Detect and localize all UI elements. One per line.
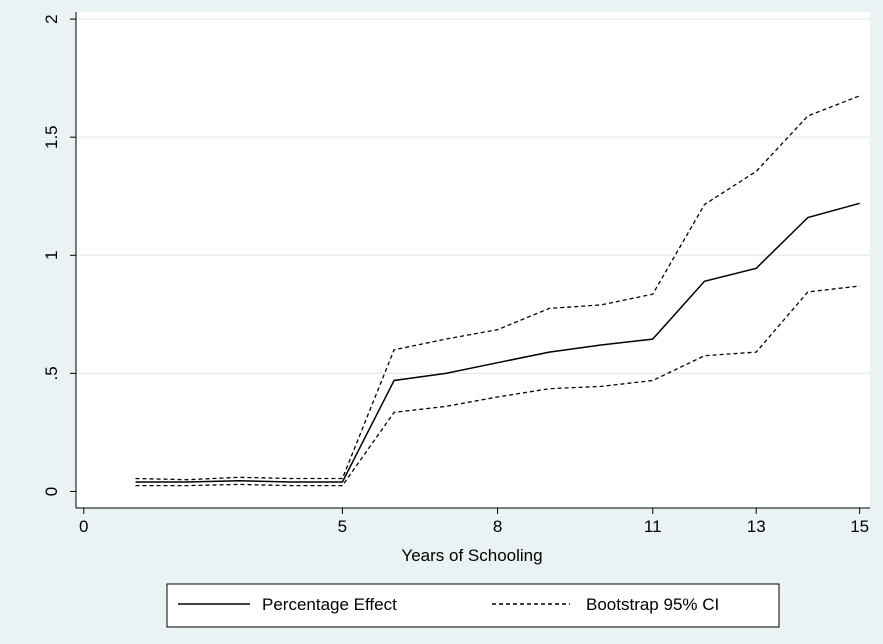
legend: Percentage Effect Bootstrap 95% CI bbox=[166, 583, 780, 628]
x-tick-label-5: 15 bbox=[850, 517, 869, 536]
x-tick-label-0: 0 bbox=[79, 517, 88, 536]
legend-label-0: Percentage Effect bbox=[262, 595, 397, 614]
series-layer bbox=[135, 95, 860, 487]
y-ticks: 0 .5 1 1.5 2 bbox=[42, 14, 76, 496]
x-tick-label-2: 8 bbox=[493, 517, 502, 536]
axes bbox=[75, 12, 870, 509]
x-axis-title: Years of Schooling bbox=[401, 546, 542, 565]
legend-items: Percentage Effect Bootstrap 95% CI bbox=[178, 595, 719, 614]
legend-box bbox=[166, 583, 780, 628]
y-tick-label-2: 1 bbox=[42, 251, 61, 260]
x-tick-label-4: 13 bbox=[747, 517, 766, 536]
y-tick-label-4: 2 bbox=[42, 14, 61, 23]
y-tick-label-1: .5 bbox=[42, 366, 61, 380]
y-tick-label-0: 0 bbox=[42, 487, 61, 496]
series-line-ci-upper bbox=[135, 95, 860, 481]
legend-label-1: Bootstrap 95% CI bbox=[586, 595, 719, 614]
series-line-percentage-effect bbox=[135, 202, 860, 483]
y-tick-label-3: 1.5 bbox=[42, 125, 61, 149]
x-tick-label-3: 11 bbox=[644, 517, 662, 536]
x-ticks: 0 5 8 11 13 15 bbox=[79, 508, 869, 536]
grid-lines bbox=[76, 18, 870, 374]
x-tick-label-1: 5 bbox=[338, 517, 347, 536]
series-line-ci-lower bbox=[135, 285, 860, 487]
plot-area bbox=[76, 12, 870, 508]
